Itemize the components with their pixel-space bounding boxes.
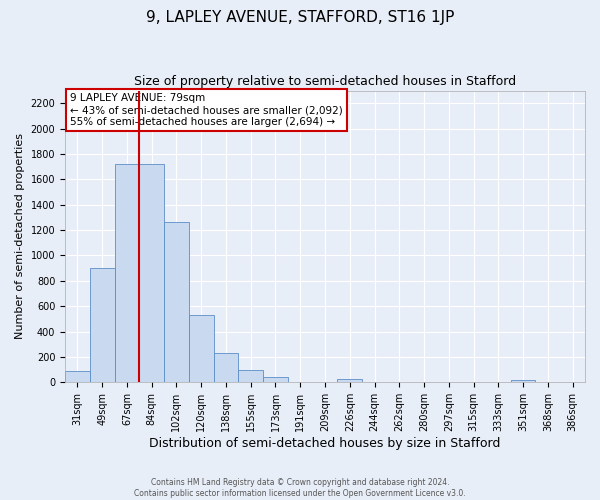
Bar [238,370,263,382]
Bar [90,268,115,382]
Bar [263,378,288,382]
Bar [337,379,362,382]
Text: Contains HM Land Registry data © Crown copyright and database right 2024.
Contai: Contains HM Land Registry data © Crown c… [134,478,466,498]
Bar [164,222,189,382]
Bar [511,380,535,382]
Bar [214,353,238,382]
Bar [65,371,90,382]
Y-axis label: Number of semi-detached properties: Number of semi-detached properties [15,134,25,340]
Text: 9, LAPLEY AVENUE, STAFFORD, ST16 1JP: 9, LAPLEY AVENUE, STAFFORD, ST16 1JP [146,10,454,25]
Bar [189,315,214,382]
X-axis label: Distribution of semi-detached houses by size in Stafford: Distribution of semi-detached houses by … [149,437,501,450]
Bar [139,164,164,382]
Text: 9 LAPLEY AVENUE: 79sqm
← 43% of semi-detached houses are smaller (2,092)
55% of : 9 LAPLEY AVENUE: 79sqm ← 43% of semi-det… [70,94,343,126]
Bar [115,164,139,382]
Title: Size of property relative to semi-detached houses in Stafford: Size of property relative to semi-detach… [134,75,516,88]
